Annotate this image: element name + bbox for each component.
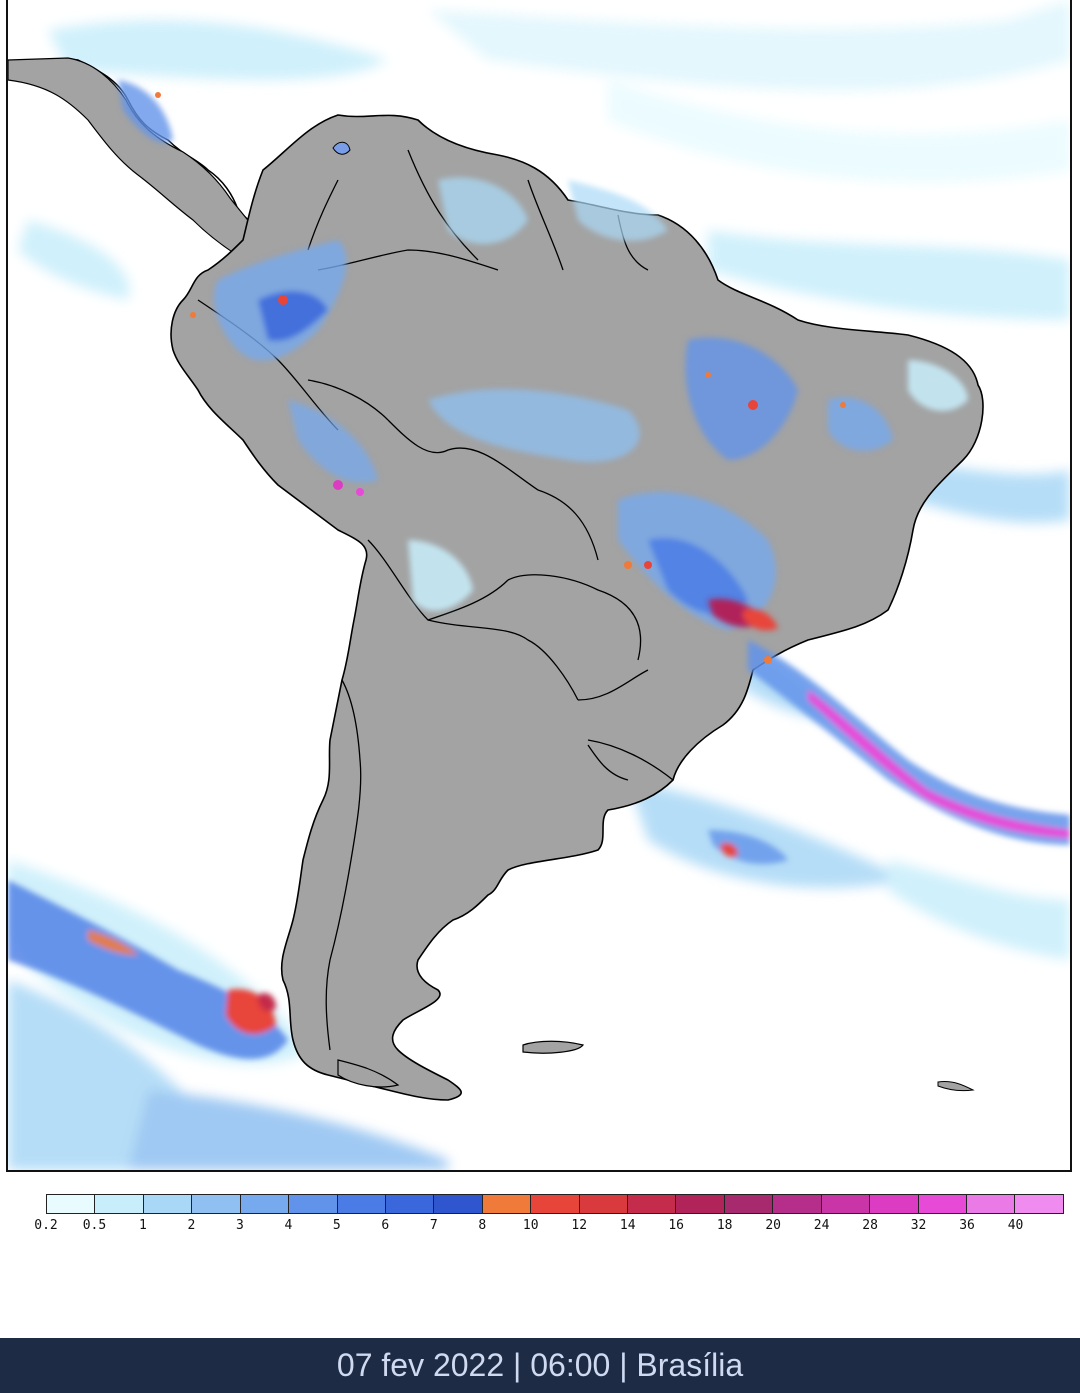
legend-swatch [579,1195,629,1213]
legend-swatch [1015,1195,1063,1213]
heavy-cells [155,92,846,664]
legend-swatch [47,1195,96,1213]
legend-swatch [821,1195,871,1213]
map-canvas [8,0,1070,1170]
legend-swatch [482,1195,532,1213]
legend-tick-label: 20 [765,1218,781,1233]
legend-swatch [434,1195,483,1213]
legend-tick-label: 10 [522,1218,539,1233]
legend-tick-label: 2 [187,1218,196,1233]
timestamp-text: 07 fev 2022 | 06:00 | Brasília [336,1347,744,1383]
legend-tick-label: 24 [813,1218,830,1233]
legend-tick-label: 28 [862,1218,878,1233]
legend-swatch [967,1195,1016,1213]
legend-tick-label: 8 [478,1218,487,1233]
legend-tick-label: 0.5 [82,1218,107,1233]
legend-tick-label: 5 [332,1218,341,1233]
legend-swatch [628,1195,677,1213]
atlantic-front [708,598,1070,865]
legend-tick-label: 4 [284,1218,293,1233]
legend-swatch [918,1195,968,1213]
legend-swatch [240,1195,290,1213]
precipitation-map [6,0,1072,1172]
timestamp-bar: 07 fev 2022 | 06:00 | Brasília [0,1338,1080,1393]
legend-swatch [385,1195,435,1213]
pacific-low [8,880,288,1059]
legend-swatch [337,1195,386,1213]
legend-swatch [531,1195,580,1213]
legend-swatch [676,1195,725,1213]
legend-tick-label: 1 [139,1218,147,1233]
legend-tick-label: 3 [235,1218,244,1233]
legend-tick-label: 14 [619,1218,636,1233]
legend-swatch [724,1195,774,1213]
scale-ticks: 0.2 0.5 1 2 3 4 5 6 7 8 10 12 14 16 18 20 24 28 32 36 40 [0,1218,1080,1238]
legend-swatch [289,1195,338,1213]
legend-swatch [95,1195,144,1213]
land [8,57,984,1101]
color-scale [46,1194,1064,1214]
legend-tick-label: 16 [668,1218,685,1233]
legend-tick-label: 36 [959,1218,975,1233]
legend-tick-label: 18 [716,1218,733,1233]
precip-legend: 0.2 0.5 1 2 3 4 5 6 7 8 10 12 14 16 18 20 24 28 32 36 40 [0,1172,1080,1338]
legend-tick-label: 6 [381,1218,390,1233]
legend-swatch [773,1195,822,1213]
legend-tick-label: 0.2 [34,1218,58,1233]
legend-swatch [192,1195,241,1213]
legend-tick-label: 7 [429,1218,438,1233]
legend-tick-label: 40 [1007,1218,1024,1233]
legend-swatch [870,1195,919,1213]
legend-swatch [143,1195,193,1213]
legend-tick-label: 32 [910,1218,927,1233]
legend-tick-label: 12 [571,1218,588,1233]
